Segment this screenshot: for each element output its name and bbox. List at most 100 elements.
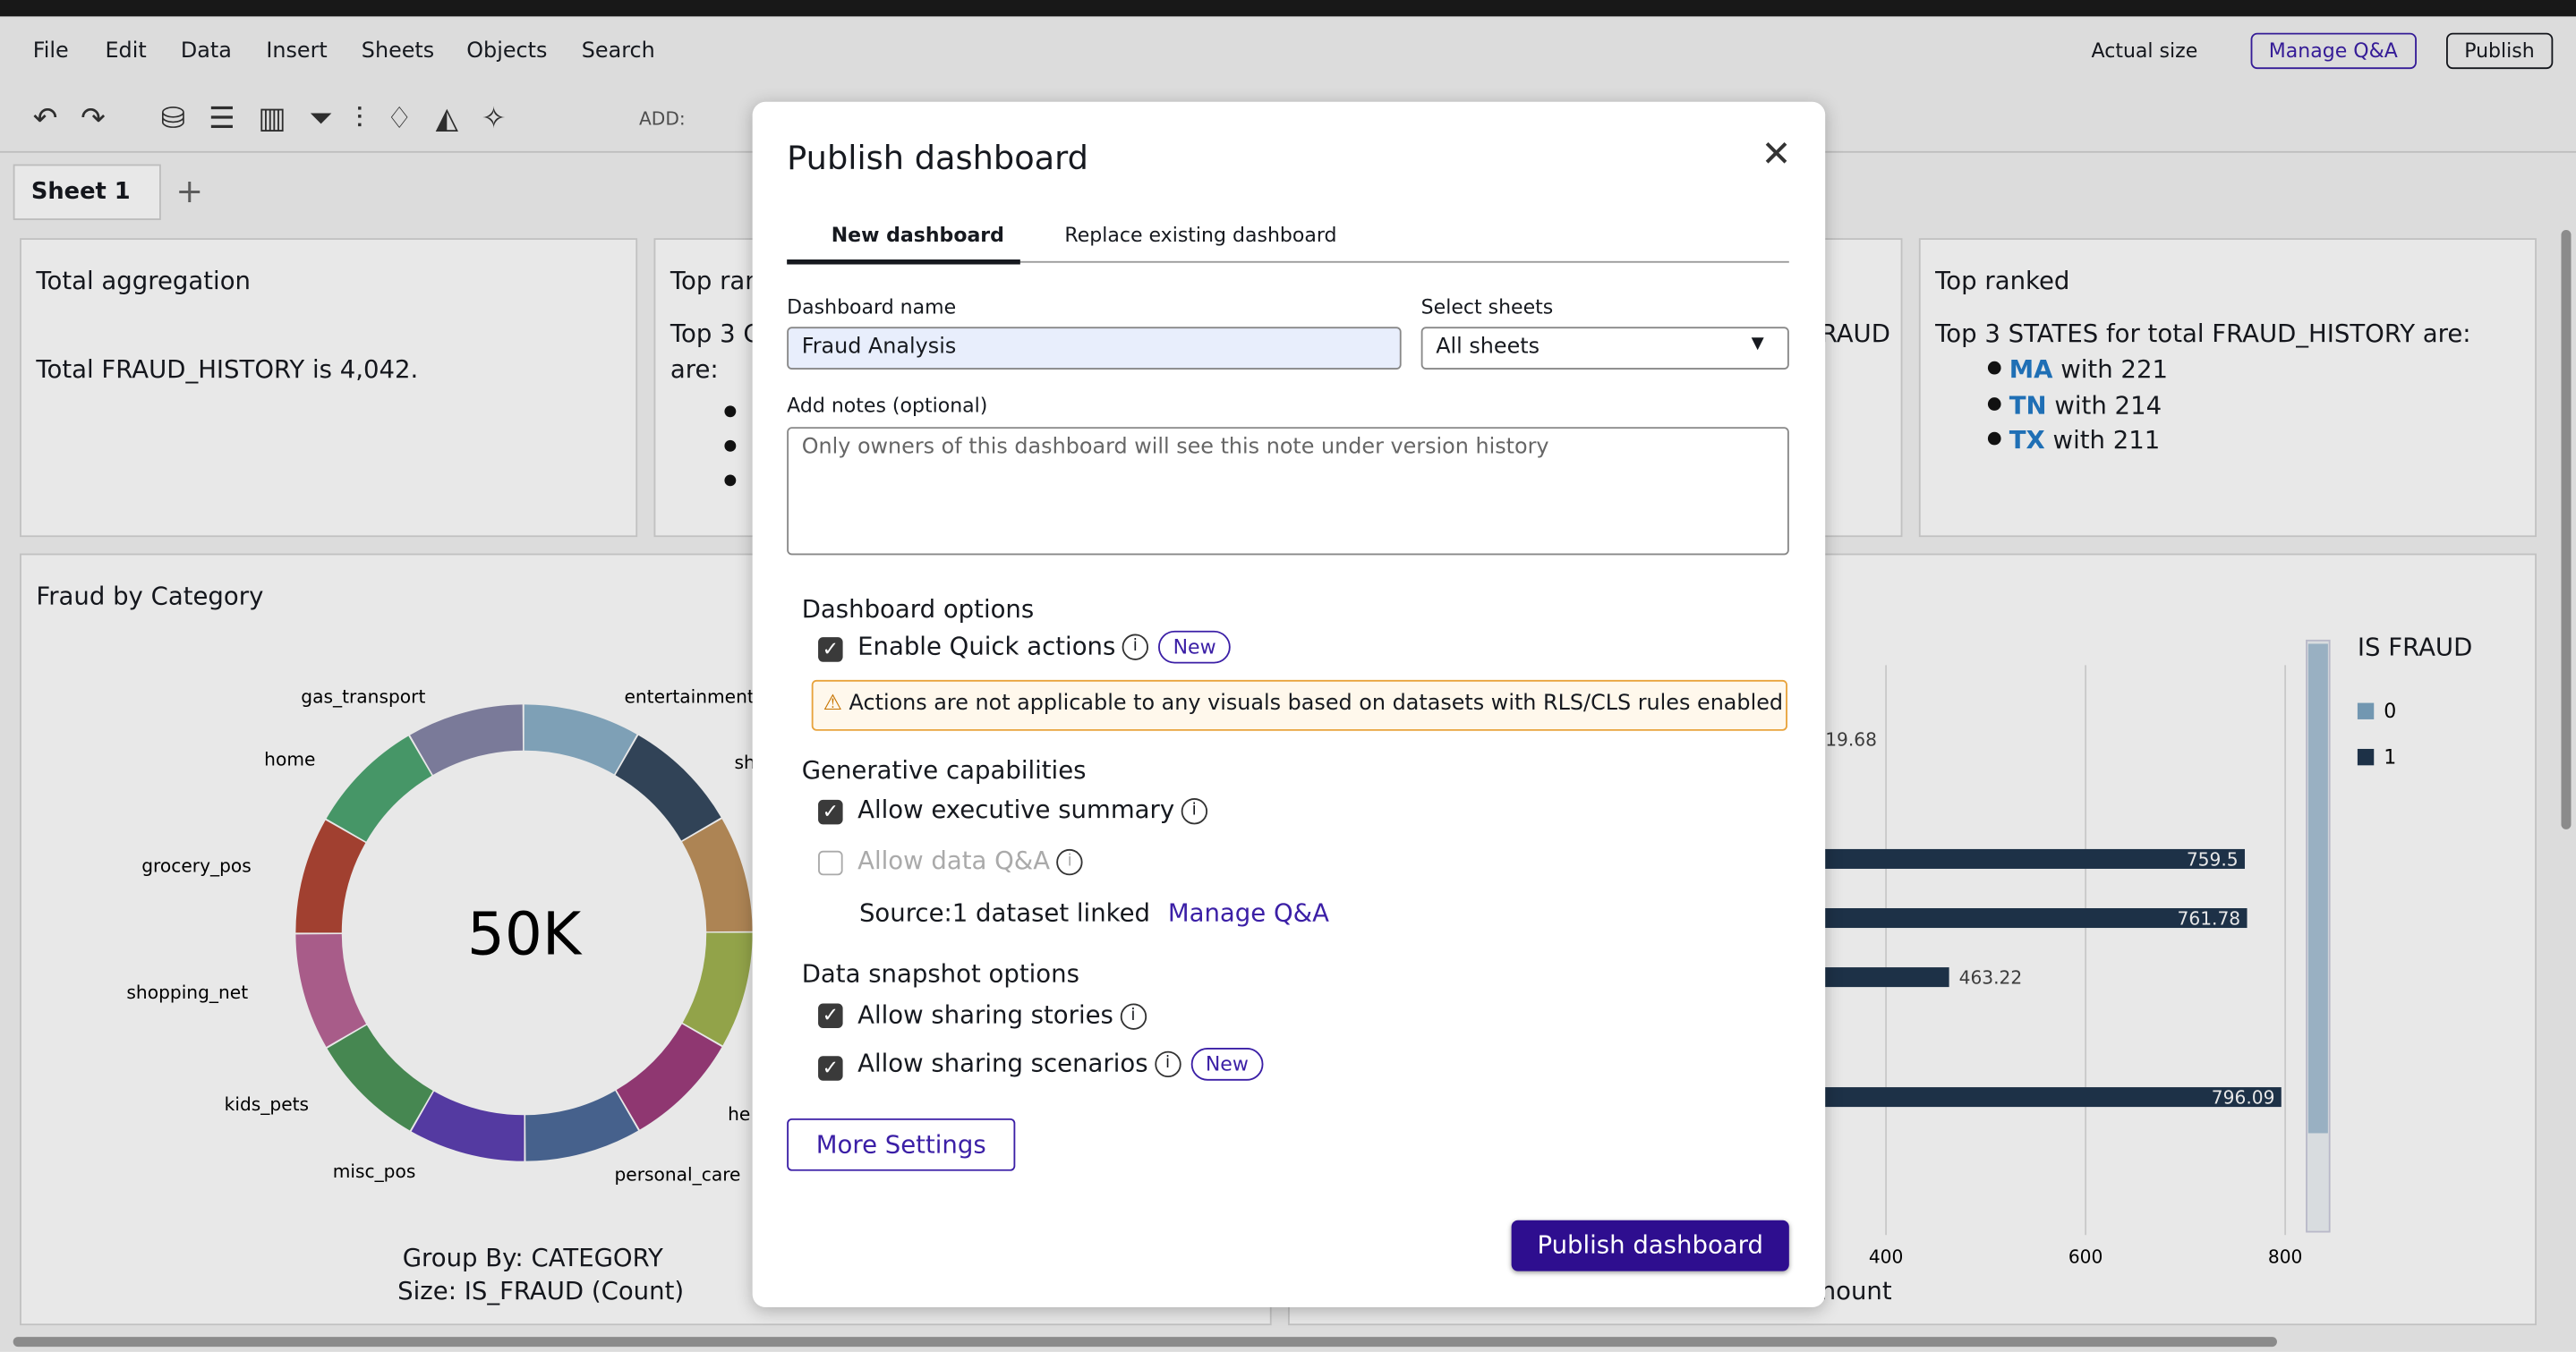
option-label: Allow executive summary <box>857 795 1175 825</box>
bullet <box>1987 361 2001 375</box>
close-button[interactable]: ✕ <box>1761 134 1792 176</box>
menu-item[interactable]: Data <box>180 39 232 64</box>
option-label: Allow data Q&A <box>857 846 1051 876</box>
warning-icon: ⚠ <box>823 691 842 717</box>
bar-label: 19.68 <box>1825 728 1877 750</box>
state-rest: with 214 <box>2054 389 2162 420</box>
state[interactable]: TX <box>2009 425 2045 455</box>
info-icon[interactable]: i <box>1056 848 1083 875</box>
actual-size[interactable]: Actual size <box>2091 39 2198 63</box>
bullet <box>1987 396 2001 410</box>
donut-label: he <box>728 1103 750 1125</box>
sheet-tab[interactable] <box>13 164 161 220</box>
option-disabled: Allow data Q&A i <box>857 846 1083 875</box>
source: Source:1 dataset linked Manage Q&A <box>859 898 1329 928</box>
option-label: Allow sharing stories <box>857 999 1113 1030</box>
legend-label: 1 <box>2384 746 2396 769</box>
menu-item[interactable]: Search <box>581 39 655 64</box>
state[interactable]: TN <box>2009 389 2047 420</box>
info-icon[interactable]: i <box>1154 1050 1181 1078</box>
donut-label: entertainment <box>624 686 754 708</box>
menu-item[interactable]: Sheets <box>361 39 435 64</box>
donut-label: sh <box>734 752 755 773</box>
name-input[interactable] <box>787 327 1402 370</box>
bar-value: 796.09 <box>2212 1086 2275 1108</box>
donut-center: 50K <box>467 899 583 968</box>
tab[interactable]: New dashboard <box>831 223 1004 247</box>
menu-item[interactable]: Insert <box>266 39 328 64</box>
card-text: RAUD <box>1820 319 1890 349</box>
sheets-select[interactable] <box>1420 327 1789 370</box>
bullet <box>724 439 737 452</box>
x-tick-label: 800 <box>2268 1246 2303 1267</box>
toolbar-icons: ↶↷ ⛁☰▥⏷⫶♢◭✧ <box>32 101 530 137</box>
option-label: Allow sharing scenarios <box>857 1048 1148 1078</box>
state[interactable]: MA <box>2009 354 2053 385</box>
donut-label: kids_pets <box>225 1093 309 1115</box>
warning-text: ⚠ Actions are not applicable to any visu… <box>823 692 1783 717</box>
donut-label: home <box>264 748 315 770</box>
menu-item[interactable]: Objects <box>466 39 548 64</box>
card-text: Top 3 C <box>670 319 761 349</box>
checkbox[interactable]: ✓ <box>818 799 843 825</box>
state-rest: with 221 <box>2060 354 2169 385</box>
option: Allow executive summary i <box>857 795 1207 824</box>
more-settings-button[interactable]: More Settings <box>787 1118 1016 1171</box>
legend-swatch <box>2357 748 2375 766</box>
field-label: Add notes (optional) <box>787 394 988 418</box>
tab[interactable]: Replace existing dashboard <box>1064 223 1337 247</box>
donut-segment <box>295 704 753 1161</box>
section-title: Data snapshot options <box>801 958 1079 989</box>
scrollbar[interactable] <box>2561 229 2572 829</box>
bar-value: 761.78 <box>2178 907 2241 929</box>
source-value: 1 dataset linked <box>951 897 1151 929</box>
info-icon[interactable]: i <box>1181 797 1207 824</box>
new-badge: New <box>1158 630 1232 664</box>
notes-input[interactable] <box>787 427 1789 556</box>
card-text: Top 3 STATES for total FRAUD_HISTORY are… <box>1935 319 2471 349</box>
donut-label: grocery_pos <box>141 855 252 877</box>
manage-qa-button[interactable]: Manage Q&A <box>2250 32 2417 70</box>
notes-placeholder: Only owners of this dashboard will see t… <box>801 435 1549 460</box>
dropdown-arrow: ▼ <box>1751 335 1764 353</box>
x-tick-label: 400 <box>1869 1246 1904 1267</box>
field-label: Dashboard name <box>787 295 957 319</box>
info-icon[interactable]: i <box>1122 633 1149 660</box>
card-text: Total FRAUD_HISTORY is 4,042. <box>36 354 419 385</box>
bar-value: 759.5 <box>2187 848 2239 870</box>
menu-item[interactable]: Edit <box>105 39 147 64</box>
state-item: TX with 211 <box>2009 425 2161 455</box>
add-sheet[interactable]: + <box>175 170 204 210</box>
field-label: Select sheets <box>1420 295 1554 319</box>
publish-dashboard-button[interactable]: Publish dashboard <box>1511 1220 1789 1271</box>
donut-label: gas_transport <box>301 686 425 708</box>
state-item: TN with 214 <box>2009 390 2162 420</box>
card-text: are: <box>670 354 719 385</box>
legend-label: 0 <box>2384 701 2396 723</box>
publish-button[interactable]: Publish <box>2445 32 2553 70</box>
card-title: Fraud by Category <box>36 581 264 611</box>
group-by: Group By: CATEGORY <box>402 1243 663 1273</box>
top-bar <box>0 0 2576 17</box>
checkbox[interactable]: ✓ <box>818 1003 843 1028</box>
checkbox[interactable]: ✓ <box>818 1056 843 1081</box>
bullet <box>1987 431 2001 446</box>
bar-value: 463.22 <box>1959 966 2023 988</box>
checkbox-disabled[interactable] <box>818 850 843 876</box>
info-icon[interactable]: i <box>1120 1002 1147 1029</box>
scrollbar[interactable] <box>13 1337 2277 1348</box>
menu-item[interactable]: File <box>32 39 69 64</box>
legend-swatch <box>2357 702 2375 719</box>
bullet <box>724 474 737 487</box>
manage-qa-link[interactable]: Manage Q&A <box>1167 897 1329 929</box>
total-card <box>20 238 638 538</box>
card-title: Total aggregation <box>36 266 251 296</box>
add-label: ADD: <box>638 108 686 131</box>
sheets-value: All sheets <box>1436 335 1540 360</box>
bullet <box>724 405 737 418</box>
top-ranked-card <box>1918 238 2537 538</box>
section-title: Dashboard options <box>801 594 1035 625</box>
option: Allow sharing stories i <box>857 1000 1147 1030</box>
checkbox[interactable]: ✓ <box>818 637 843 662</box>
